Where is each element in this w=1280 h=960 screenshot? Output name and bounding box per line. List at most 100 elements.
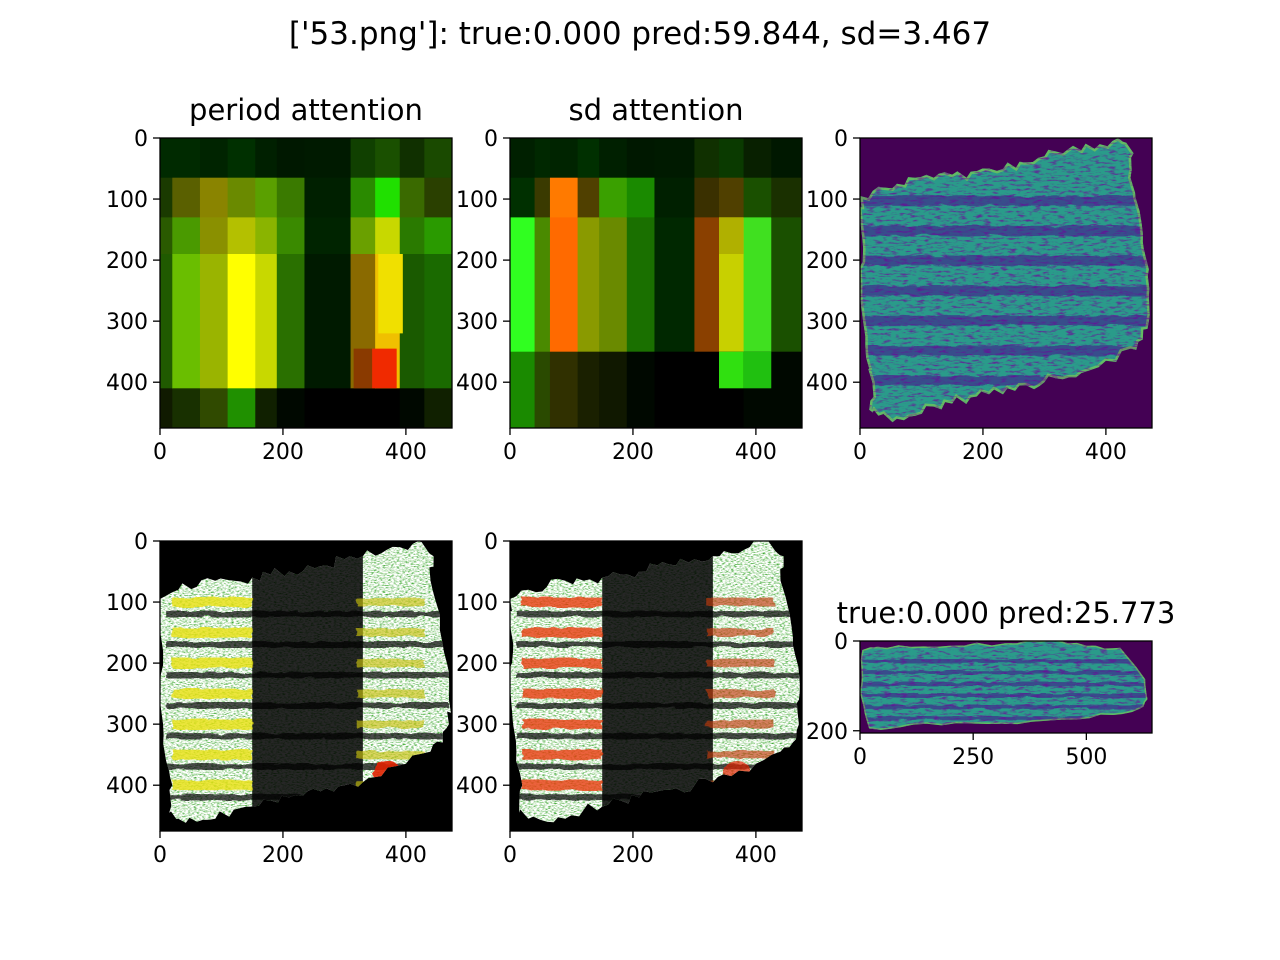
y-tick-label: 0 — [834, 630, 848, 655]
attention-stripe — [356, 720, 425, 729]
x-tick-label: 500 — [1065, 745, 1107, 770]
attention-stripe — [356, 689, 425, 698]
attention-cell — [399, 388, 425, 428]
x-tick-label: 0 — [503, 843, 517, 868]
y-tick-label: 0 — [134, 127, 148, 152]
attention-stripe — [356, 598, 425, 607]
attention-cell — [510, 177, 536, 218]
attention-cell — [719, 138, 745, 179]
y-tick-label: 400 — [106, 371, 148, 396]
attention-cell — [626, 138, 655, 179]
attention-cell — [304, 217, 352, 255]
x-tick-label: 200 — [612, 843, 654, 868]
attention-stripe — [522, 780, 603, 791]
panel-period-attention: 0 200 400 0 100 200 300 400 period attention — [106, 93, 453, 465]
dark-band — [602, 541, 713, 823]
panel-sd-overlay: 0 200 400 0 100 200 300 400 — [456, 530, 803, 868]
attention-stripe — [356, 659, 425, 668]
attention-cell — [549, 217, 579, 353]
axes-frame — [509, 540, 803, 832]
x-tick-label: 200 — [262, 843, 304, 868]
attention-cell — [160, 177, 173, 218]
attention-cell — [577, 217, 600, 353]
y-tick-label: 200 — [456, 249, 498, 274]
attention-cell — [375, 138, 401, 179]
attention-cell — [577, 351, 600, 428]
attention-cell — [375, 388, 401, 428]
x-tick-label: 0 — [853, 745, 867, 770]
attention-cell — [276, 217, 305, 255]
y-tick-label: 0 — [484, 530, 498, 555]
y-tick-label: 100 — [106, 591, 148, 616]
attention-cell — [654, 351, 695, 428]
attention-cell — [160, 217, 173, 255]
attention-stripe — [172, 597, 253, 608]
y-tick-label: 400 — [456, 371, 498, 396]
x-tick-label: 250 — [952, 745, 994, 770]
attention-cell — [743, 217, 772, 353]
y-tick-label: 100 — [106, 188, 148, 213]
attention-cell — [227, 254, 256, 389]
y-tick-label: 400 — [456, 774, 498, 799]
attention-stripe — [706, 628, 775, 637]
attention-cell — [160, 138, 173, 179]
y-tick-label: 300 — [456, 713, 498, 738]
attention-cell — [199, 388, 229, 428]
x-tick-label: 400 — [385, 843, 427, 868]
dark-stripe — [166, 611, 449, 618]
attention-cell — [549, 138, 579, 179]
attention-cell — [694, 351, 720, 428]
attention-stripe — [172, 688, 253, 699]
attention-cell — [599, 217, 628, 353]
dark-stripe — [166, 763, 449, 770]
dark-stripe — [166, 733, 449, 740]
attention-cell — [372, 348, 397, 389]
attention-cell — [424, 177, 452, 218]
dark-stripe — [166, 672, 449, 679]
panel-image — [160, 541, 452, 831]
attention-cell — [276, 177, 305, 218]
attention-cell — [743, 351, 772, 389]
x-tick-label: 0 — [153, 440, 167, 465]
x-tick-label: 200 — [962, 440, 1004, 465]
attention-cell — [378, 254, 403, 334]
specimen — [860, 641, 1148, 730]
attention-cell — [304, 254, 352, 389]
x-tick-label: 200 — [612, 440, 654, 465]
attention-cell — [599, 138, 628, 179]
dark-stripe — [516, 611, 799, 618]
y-tick-label: 200 — [106, 249, 148, 274]
axes-frame — [859, 640, 1153, 734]
attention-cell — [719, 351, 744, 389]
attention-cell — [719, 177, 745, 218]
attention-stripe — [706, 659, 775, 668]
dark-stripe — [516, 702, 799, 709]
attention-cell — [350, 388, 376, 428]
attention-cell — [199, 177, 229, 218]
attention-cell — [577, 138, 600, 179]
attention-cell — [375, 217, 401, 255]
x-tick-label: 400 — [385, 440, 427, 465]
attention-stripe — [706, 598, 775, 607]
attention-cell — [172, 388, 201, 428]
attention-cell — [534, 351, 551, 428]
attention-stripe — [172, 780, 253, 791]
dark-stripe — [516, 733, 799, 740]
attention-cell — [399, 217, 425, 255]
specimen — [860, 138, 1150, 423]
axes-frame — [509, 137, 803, 429]
y-tick-label: 0 — [834, 127, 848, 152]
x-tick-label: 200 — [262, 440, 304, 465]
y-tick-label: 300 — [456, 310, 498, 335]
attention-cell — [424, 138, 452, 179]
panel-image — [510, 541, 802, 831]
attention-stripe — [522, 749, 603, 760]
attention-stripe — [706, 750, 775, 759]
attention-cell — [304, 388, 352, 428]
panel-title: period attention — [189, 93, 423, 127]
panel-image — [510, 138, 802, 428]
panel-image — [160, 138, 452, 428]
attention-cell — [771, 217, 802, 353]
